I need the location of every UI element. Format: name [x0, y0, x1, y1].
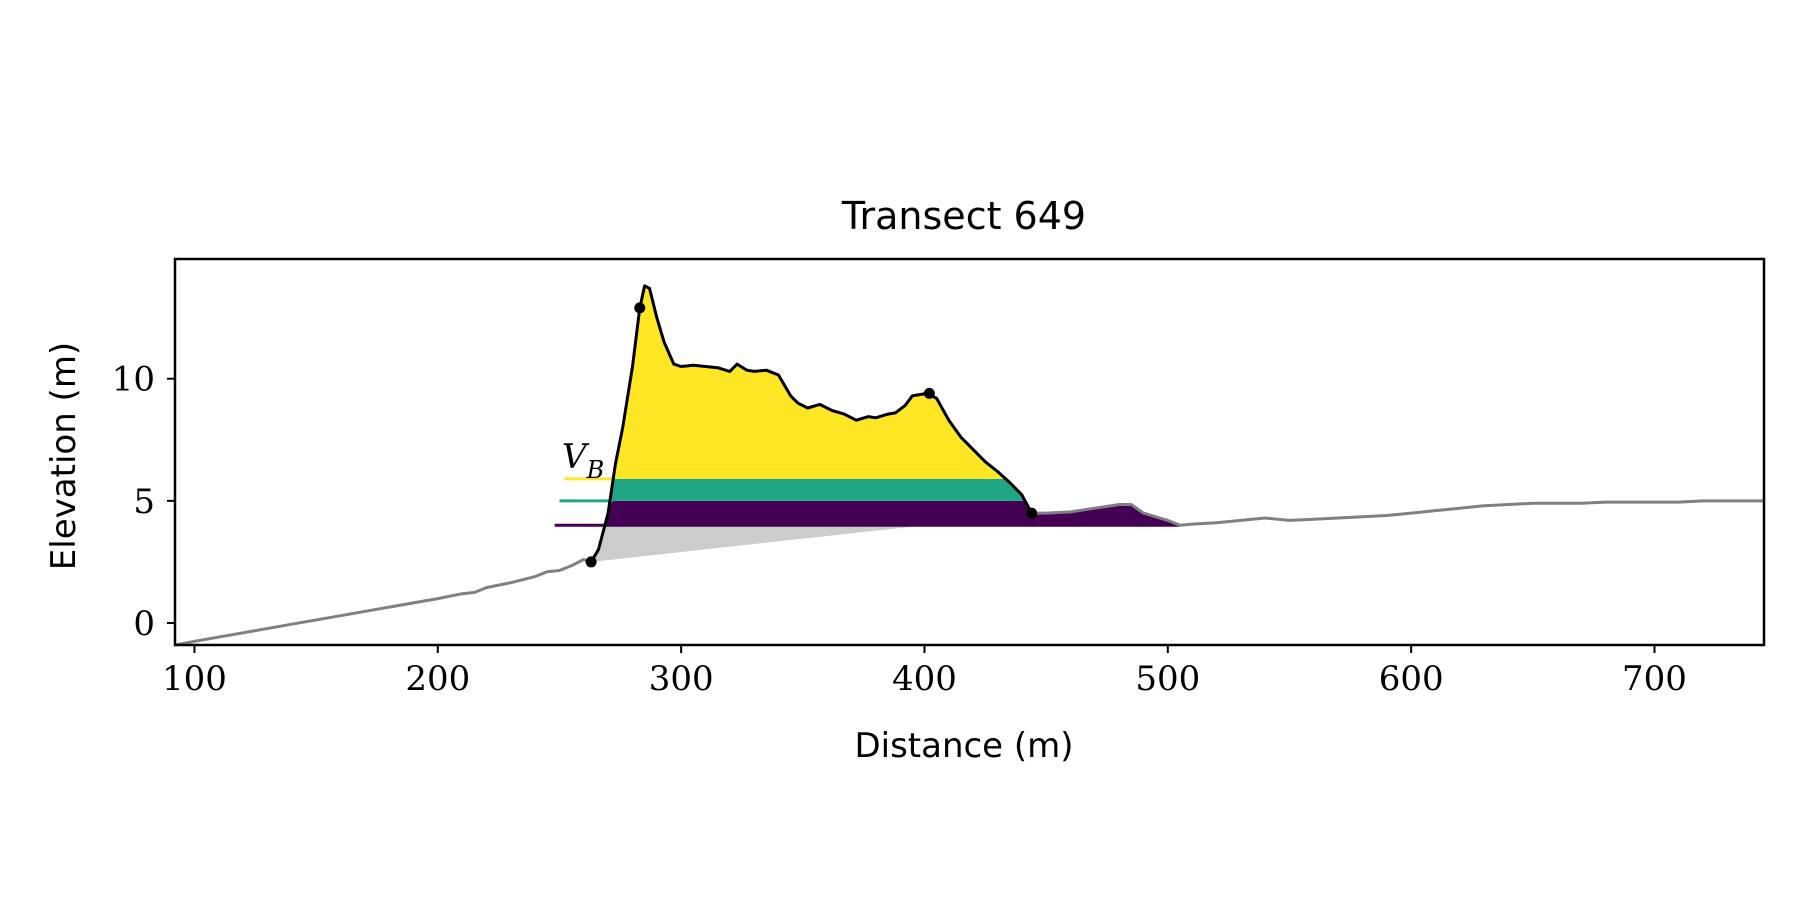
profile-marker — [634, 302, 646, 314]
profile-line-landward — [1031, 499, 1764, 527]
x-axis-label: Distance (m) — [854, 726, 1073, 766]
y-tick-label: 0 — [133, 604, 155, 644]
profile-marker — [1026, 507, 1038, 519]
x-tick-label: 700 — [1622, 659, 1687, 699]
x-tick-label: 500 — [1135, 659, 1200, 699]
x-tick-label: 100 — [162, 659, 227, 699]
x-tick-label: 200 — [405, 659, 470, 699]
plot-area — [174, 284, 1764, 647]
profile-marker — [923, 387, 935, 399]
x-tick-label: 600 — [1379, 659, 1444, 699]
band-low-fill — [604, 500, 1180, 526]
band-high-fill — [613, 286, 1032, 479]
y-tick-label: 5 — [133, 482, 155, 522]
x-tick-label: 400 — [892, 659, 957, 699]
axes-frame — [173, 257, 1766, 647]
base-volume-fill — [591, 525, 925, 562]
profile-line-seaward — [174, 558, 592, 647]
axes: 100 200 300 400 500 600 700 0 5 10 — [112, 257, 1766, 699]
band-mid-fill — [610, 478, 1032, 501]
y-axis-label: Elevation (m) — [44, 342, 84, 570]
vb-annotation-subscript: B — [586, 456, 605, 484]
profile-marker — [585, 556, 597, 568]
vb-annotation: VB — [562, 437, 604, 484]
profile-line-dune — [589, 284, 1033, 563]
chart-title: Transect 649 — [841, 194, 1086, 238]
y-tick-label: 10 — [112, 360, 155, 400]
x-tick-label: 300 — [649, 659, 714, 699]
vb-annotation-main: V — [562, 437, 590, 477]
